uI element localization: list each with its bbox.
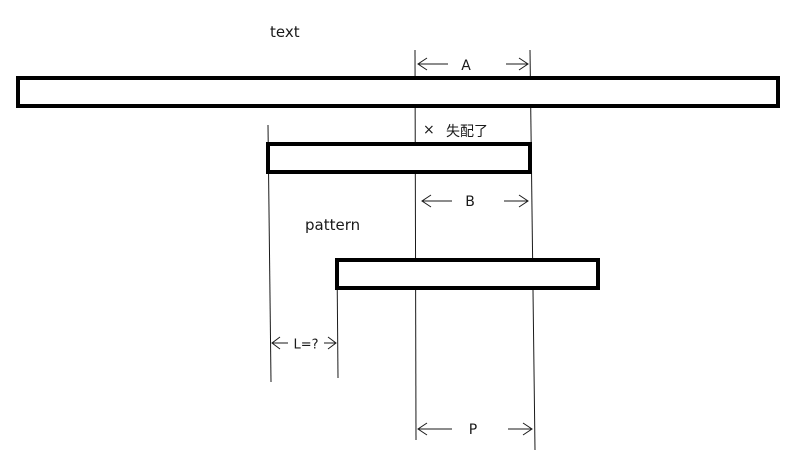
pattern-label: pattern [305,216,360,234]
mismatch-cross-icon: × [423,122,435,138]
mismatch-label: 失配了 [446,124,488,140]
dimension-a-label: A [461,58,471,74]
arrow-right-icon [522,422,533,436]
dimension-l: L=? [271,336,337,353]
dimension-l-label: L=? [293,338,318,353]
dimension-p: P [417,422,533,438]
dimension-b: B [421,194,529,210]
text-label: text [270,23,300,41]
guide-line-right [529,49,536,451]
arrow-right-icon [518,57,529,71]
arrow-right-icon [327,336,337,350]
dimension-p-label: P [469,422,477,438]
arrow-left-icon [421,194,432,208]
guide-line-a-left [414,49,417,441]
arrow-left-icon [417,422,428,436]
arrow-left-icon [417,57,428,71]
pattern-bar-original [266,142,532,174]
pattern-bar-shifted [335,258,600,290]
arrow-right-icon [518,194,529,208]
dimension-b-label: B [465,194,475,210]
dimension-a: A [417,57,529,74]
text-bar [16,76,780,108]
arrow-left-icon [271,336,281,350]
